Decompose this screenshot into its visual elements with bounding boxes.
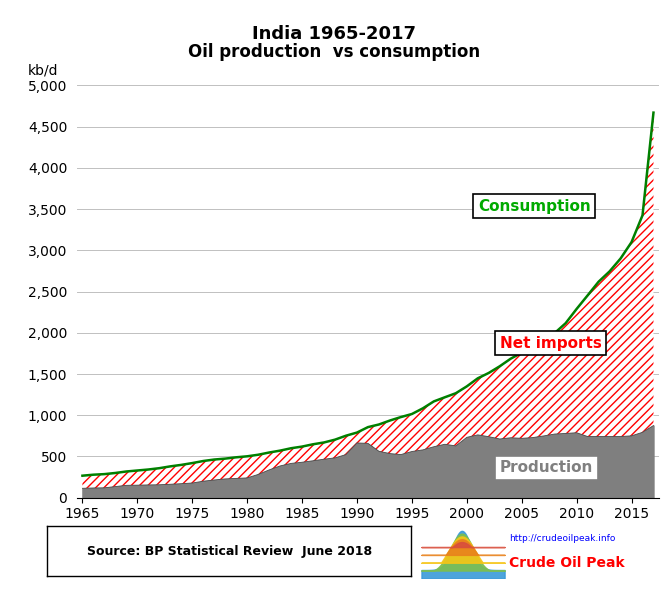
Text: Oil production  vs consumption: Oil production vs consumption bbox=[189, 43, 480, 61]
Text: Net imports: Net imports bbox=[500, 336, 601, 350]
Text: Consumption: Consumption bbox=[478, 198, 591, 214]
Text: Production: Production bbox=[500, 460, 593, 475]
Text: kb/d: kb/d bbox=[27, 63, 58, 77]
Text: http://crudeoilpeak.info: http://crudeoilpeak.info bbox=[509, 534, 615, 542]
Text: Crude Oil Peak: Crude Oil Peak bbox=[509, 556, 625, 570]
Text: Source: BP Statistical Review  June 2018: Source: BP Statistical Review June 2018 bbox=[86, 544, 372, 558]
Text: India 1965-2017: India 1965-2017 bbox=[252, 25, 417, 43]
